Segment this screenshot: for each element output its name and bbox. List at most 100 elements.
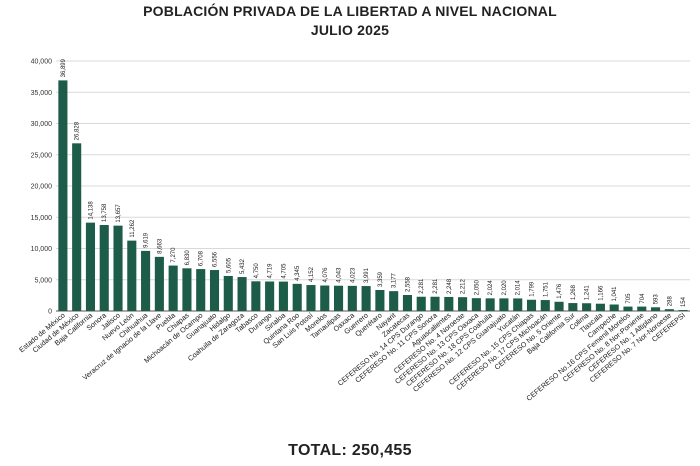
bar <box>540 300 550 311</box>
bar <box>127 240 137 311</box>
y-tick-label: 5,000 <box>34 277 52 284</box>
value-label: 704 <box>640 293 646 304</box>
bar <box>347 285 357 311</box>
value-label: 9,619 <box>144 232 150 248</box>
value-label: 593 <box>654 294 660 305</box>
value-label: 8,663 <box>157 238 163 254</box>
value-label: 2,014 <box>516 280 522 296</box>
value-label: 154 <box>681 296 687 307</box>
value-label: 1,799 <box>530 281 536 297</box>
bar <box>85 222 96 311</box>
value-label: 1,241 <box>585 285 591 301</box>
y-tick-label: 40,000 <box>31 59 53 66</box>
bar <box>361 286 371 311</box>
bar <box>650 307 661 311</box>
bar <box>499 298 509 311</box>
bar <box>623 306 633 311</box>
value-label: 4,705 <box>281 263 287 279</box>
bar <box>568 303 578 311</box>
bar <box>292 283 302 311</box>
y-tick-label: 30,000 <box>31 121 53 128</box>
value-label: 2,050 <box>474 280 480 296</box>
y-tick-label: 0 <box>48 309 52 316</box>
bar <box>58 80 68 311</box>
value-label: 2,024 <box>488 280 494 296</box>
bar <box>513 298 523 311</box>
value-label: 4,023 <box>350 267 356 283</box>
value-label: 1,041 <box>612 286 618 302</box>
bar <box>444 296 454 311</box>
bar <box>182 268 192 311</box>
bar <box>609 304 619 311</box>
bar <box>389 291 399 311</box>
bar <box>637 306 647 311</box>
total-line: TOTAL: 250,455 <box>0 442 700 460</box>
value-label: 1,476 <box>557 283 563 299</box>
bar <box>278 281 288 311</box>
value-label: 4,719 <box>268 263 274 279</box>
value-label: 1,751 <box>543 281 549 297</box>
y-tick-label: 20,000 <box>31 184 53 191</box>
value-label: 4,043 <box>337 267 343 283</box>
total-label: TOTAL: <box>288 442 348 459</box>
bars <box>58 80 688 311</box>
total-value: 250,455 <box>351 442 412 459</box>
bar <box>471 298 481 311</box>
bar <box>265 281 275 311</box>
value-label: 36,899 <box>61 58 67 77</box>
value-label: 2,248 <box>447 278 453 294</box>
bar <box>375 290 385 311</box>
value-label: 1,166 <box>598 285 604 301</box>
bar <box>430 296 440 311</box>
bar <box>237 277 247 311</box>
bar <box>333 285 344 311</box>
value-label: 4,076 <box>323 267 329 283</box>
value-label: 4,345 <box>295 265 301 281</box>
value-label: 1,268 <box>571 284 577 300</box>
bar <box>526 299 537 311</box>
value-label: 6,556 <box>213 251 219 267</box>
bar <box>209 270 220 311</box>
value-label: 705 <box>626 293 632 304</box>
bar <box>154 256 164 311</box>
value-label: 2,281 <box>419 278 425 294</box>
value-label: 6,708 <box>199 250 205 266</box>
value-label: 2,020 <box>502 280 508 296</box>
value-label: 2,558 <box>405 276 411 292</box>
value-label: 13,758 <box>102 203 108 222</box>
bar <box>402 295 413 311</box>
bar <box>196 269 206 311</box>
y-tick-label: 25,000 <box>31 152 53 159</box>
bar <box>251 281 261 311</box>
chart-subtitle: JULIO 2025 <box>310 22 390 38</box>
value-label: 5,605 <box>226 257 232 273</box>
value-label: 3,359 <box>378 271 384 287</box>
bar <box>582 303 592 311</box>
bar <box>306 285 316 311</box>
bar <box>664 309 674 311</box>
bar <box>458 297 468 311</box>
value-label: 26,828 <box>75 121 81 140</box>
bar <box>416 296 426 311</box>
bar <box>595 303 605 311</box>
y-tick-label: 15,000 <box>31 215 53 222</box>
bar <box>678 310 688 311</box>
bar <box>554 301 564 311</box>
value-label: 13,657 <box>116 204 122 223</box>
gridlines <box>56 60 690 312</box>
bar <box>99 225 109 311</box>
value-label: 11,262 <box>130 219 136 238</box>
bar <box>72 143 82 311</box>
bar <box>141 250 151 311</box>
value-label: 14,138 <box>88 201 94 220</box>
value-label: 7,270 <box>171 247 177 263</box>
y-tick-label: 35,000 <box>31 90 53 97</box>
value-label: 3,177 <box>392 272 398 288</box>
value-label: 4,152 <box>309 266 315 282</box>
bar <box>320 285 330 311</box>
y-tick-label: 10,000 <box>31 246 53 253</box>
value-label: 3,991 <box>364 267 370 283</box>
bar <box>113 225 123 311</box>
bar-chart: 0 5,000 10,000 15,000 20,000 25,000 30,000 35,0… <box>17 58 690 403</box>
bar <box>223 275 233 311</box>
